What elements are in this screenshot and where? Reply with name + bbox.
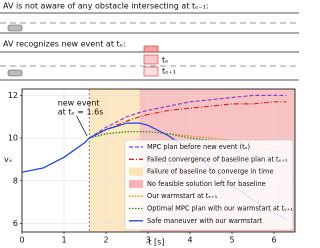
obstacle-label: tₑ [162,56,168,65]
road-1 [0,12,299,34]
legend-label: Safe maneuver with our warmstart [147,217,263,225]
figure: AV is not aware of any obstacle intersec… [0,2,299,247]
annotation-arrow [76,115,88,137]
road-2 [0,45,299,81]
legend-label: Optimal MPC plan with our warmstart at t… [147,205,293,213]
legend-swatch [129,167,143,176]
legend-label: MPC plan before new event (tₑ) [147,143,250,151]
series-line [88,101,287,139]
annotation: at tₑ = 1.6s [58,108,104,117]
x-tick-label: 3 [145,236,150,245]
scenario-line2: AV recognizes new event at tₑ: [3,40,126,49]
x-tick-label: 5 [229,236,234,245]
legend-box [124,139,294,231]
y-tick-label: 10 [8,134,18,143]
x-tick-label: 1 [61,236,66,245]
x-axis-label: t [s] [148,238,164,247]
x-tick-label: 4 [187,236,192,245]
series-line [88,94,287,139]
plot-frame [21,88,296,233]
y-tick-label: 8 [13,176,18,185]
scenario-line1: AV is not aware of any obstacle intersec… [3,2,209,11]
legend-label: Failed convergence of baseline plan at t… [147,155,288,163]
legend-swatch [129,179,143,188]
x-tick-label: 0 [19,236,24,245]
legend-label: No feasible solution left for baseline [147,180,266,188]
y-tick-label: 12 [8,91,18,100]
legend: MPC plan before new event (tₑ) Failed con… [124,139,294,231]
y-tick-label: 6 [13,219,18,228]
annotation: new event [58,99,100,108]
y-axis-label: vₓ [4,155,13,164]
legend-label: Our warmstart at tₑ₊₁ [147,192,218,200]
x-tick-label: 6 [271,236,276,245]
obstacle-label: tₑ₊₁ [162,67,176,76]
x-tick-label: 2 [103,236,108,245]
legend-label: Failure of baseline to converge in time [147,168,273,176]
